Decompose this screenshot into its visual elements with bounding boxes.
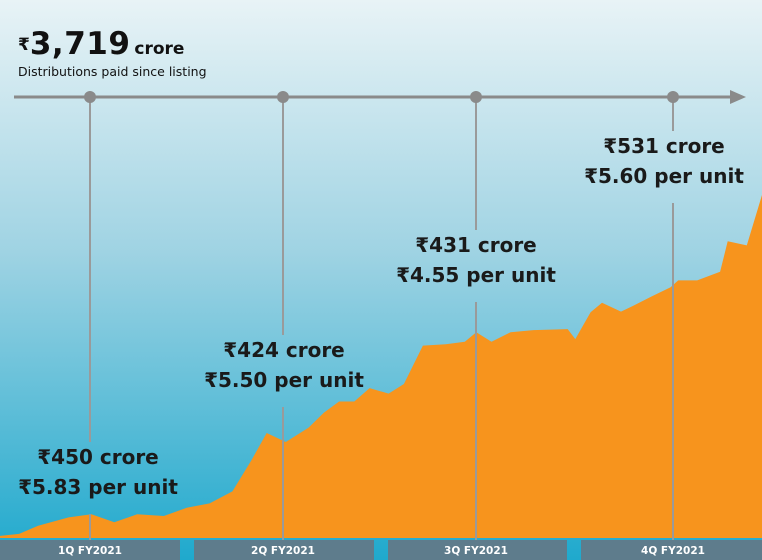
quarter-label: 3Q FY2021 [444,545,508,557]
total-distribution-unit: crore [134,39,185,59]
header: ₹3,719 crore Distributions paid since lis… [18,26,207,79]
timeline-markers [84,91,679,103]
quarter-label: 2Q FY2021 [251,545,315,557]
timeline-marker [84,91,96,103]
currency-symbol: ₹ [18,35,30,55]
leader-lines [89,97,674,540]
quarter-bar [388,540,567,560]
quarter-callouts: ₹450 crore ₹5.83 per unit ₹424 crore ₹5.50 … [18,134,744,499]
timeline-marker [667,91,679,103]
quarter-amount-label: ₹531 crore [603,134,725,158]
quarter-per-unit-label: ₹5.60 per unit [584,164,744,188]
quarter-bar [194,540,374,560]
timeline-arrowhead [730,90,746,104]
quarter-label: 4Q FY2021 [641,545,705,557]
quarter-bar [581,540,762,560]
quarter-axis: 1Q FY2021 2Q FY2021 3Q FY2021 4Q FY2021 [0,540,762,560]
quarter-per-unit-label: ₹5.50 per unit [204,368,364,392]
quarter-bar [0,540,180,560]
total-distribution-value: 3,719 [29,26,131,62]
quarter-amount-label: ₹450 crore [37,445,159,469]
timeline-marker [470,91,482,103]
header-subtitle: Distributions paid since listing [18,64,207,79]
quarter-per-unit-label: ₹4.55 per unit [396,263,556,287]
distribution-area [0,195,762,538]
quarter-label: 1Q FY2021 [58,545,122,557]
timeline-marker [277,91,289,103]
quarter-amount-label: ₹424 crore [223,338,345,362]
quarter-amount-label: ₹431 crore [415,233,537,257]
quarter-per-unit-label: ₹5.83 per unit [18,475,178,499]
